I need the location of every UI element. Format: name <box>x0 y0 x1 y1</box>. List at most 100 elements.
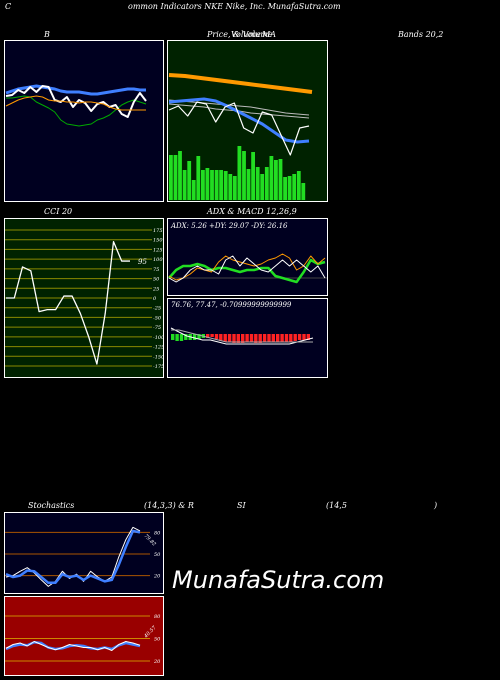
volume-bar <box>287 176 292 200</box>
rsi-rsi_white-line <box>5 641 141 651</box>
volume-bar <box>223 171 228 200</box>
macd-histogram-bar <box>241 334 245 343</box>
volume-bar <box>292 174 297 200</box>
cci-tick-label: 50 <box>153 277 160 283</box>
macd-histogram-bar <box>175 334 179 341</box>
stoch-title-right: (14,5 <box>326 501 347 510</box>
cci-tick-label: 125 <box>153 247 163 253</box>
rsi-tick-label: 80 <box>154 614 161 620</box>
header-prefix: C <box>5 2 12 11</box>
panel-background <box>4 40 164 202</box>
volume-bar <box>210 170 214 200</box>
bollinger-title-left: B <box>44 30 50 39</box>
rsi-tick-label: 20 <box>153 659 161 665</box>
volume-bar <box>283 177 287 200</box>
stoch-title-end: ) <box>434 501 438 510</box>
volume-bar <box>214 170 219 200</box>
macd-histogram-bar <box>306 334 310 340</box>
volume-bar <box>246 169 251 200</box>
bollinger-lower-line <box>5 95 146 111</box>
cci-tick-label: 175 <box>153 228 163 234</box>
volume-bar <box>255 167 260 200</box>
cci-value-label: 95 <box>138 258 147 266</box>
macd-histogram-bar <box>249 334 254 342</box>
macd-histogram-bar <box>245 334 249 342</box>
macd-histogram-bar <box>254 334 258 343</box>
stoch-d_blue-line <box>5 529 141 585</box>
price-title-left: Price, <box>207 30 231 39</box>
stoch-title-mid2: SI <box>237 501 246 510</box>
price-ma-blue-line <box>168 97 310 144</box>
adx-adx_green-line <box>168 258 326 284</box>
macd-histogram-bar <box>179 334 184 341</box>
volume-bar <box>205 168 210 200</box>
bollinger-title-right: Bands 20,2 <box>398 30 444 39</box>
cci-line <box>6 241 130 365</box>
macd-histogram-bar <box>214 334 219 339</box>
adx-title: ADX & MACD 12,26,9 <box>207 207 297 216</box>
volume-bar <box>260 174 265 200</box>
adx-minus_di_white-line <box>168 255 326 283</box>
macd-histogram-bar <box>223 334 227 342</box>
volume-bar <box>237 146 242 200</box>
cci-tick-label: -175 <box>153 364 164 370</box>
volume-bar <box>173 155 178 200</box>
bollinger-chart <box>4 40 164 202</box>
stoch-tick-label: 80 <box>154 530 161 536</box>
adx-chart: ADX: 5.26 +DY: 29.07 -DY: 26.16 <box>167 218 328 296</box>
macd-histogram-bar <box>302 334 306 340</box>
macd-histogram-bar <box>271 334 275 342</box>
stoch-title-left: Stochastics <box>28 501 75 510</box>
volume-bar <box>196 156 201 200</box>
cci-tick-label: 150 <box>153 238 163 244</box>
volume-bar <box>201 170 205 200</box>
volume-bar <box>232 176 237 200</box>
volume-bar <box>187 161 192 200</box>
macd-label: 76.76, 77.47, -0.70999999999999 <box>171 301 292 309</box>
stoch-title-mid: (14,3,3) & R <box>144 501 194 510</box>
watermark: MunafaSutra.com <box>172 566 385 594</box>
macd-histogram-bar <box>297 334 302 340</box>
price-title-mid: Volume <box>231 30 261 39</box>
adx-label: ADX: 5.26 +DY: 29.07 -DY: 26.16 <box>170 222 288 230</box>
cci-tick-label: -25 <box>153 306 161 312</box>
volume-bar <box>191 180 196 200</box>
macd-histogram-bar <box>192 334 197 340</box>
panel-background <box>4 596 164 676</box>
cci-title: CCI 20 <box>44 207 73 216</box>
macd-histogram-bar <box>293 334 297 341</box>
bollinger-price-line <box>5 85 147 118</box>
price-line <box>168 101 310 156</box>
stoch-tick-label: 20 <box>153 574 161 580</box>
cci-tick-label: -50 <box>153 315 162 321</box>
macd-histogram-bar <box>284 334 289 342</box>
volume-bar <box>264 167 269 200</box>
price-title-overlap: & Volume <box>233 30 273 39</box>
cci-tick-label: 25 <box>152 286 159 292</box>
cci-chart: 175 150 125 100 75 50 25 0 -25 -50 -75 -100 -125 -150… <box>4 218 164 378</box>
price-long-ma-line <box>168 73 313 94</box>
macd-histogram-bar <box>206 334 210 338</box>
cci-tick-label: 0 <box>153 296 157 302</box>
volume-bar <box>219 170 223 200</box>
adx-plus_di_orange-line <box>168 253 326 281</box>
cci-tick-label: -100 <box>153 335 164 341</box>
macd-histogram-bar <box>258 334 262 343</box>
volume-bar <box>251 152 255 200</box>
stoch-tick-label: 50 <box>154 552 161 558</box>
volume-bar <box>296 171 301 200</box>
cci-tick-label: 75 <box>153 267 159 273</box>
volume-bar <box>301 183 306 200</box>
macd-histogram-bar <box>280 334 284 342</box>
price-ma_gray1-line <box>168 99 310 116</box>
cci-tick-label: 100 <box>153 257 163 263</box>
macd-macd_white-line <box>170 327 314 345</box>
volume-bar <box>228 174 233 200</box>
macd-histogram-bar <box>184 334 188 340</box>
macd-histogram-bar <box>227 334 232 342</box>
macd-histogram-bar <box>219 334 223 341</box>
volume-bar <box>242 151 246 200</box>
cci-tick-label: -125 <box>153 345 164 351</box>
